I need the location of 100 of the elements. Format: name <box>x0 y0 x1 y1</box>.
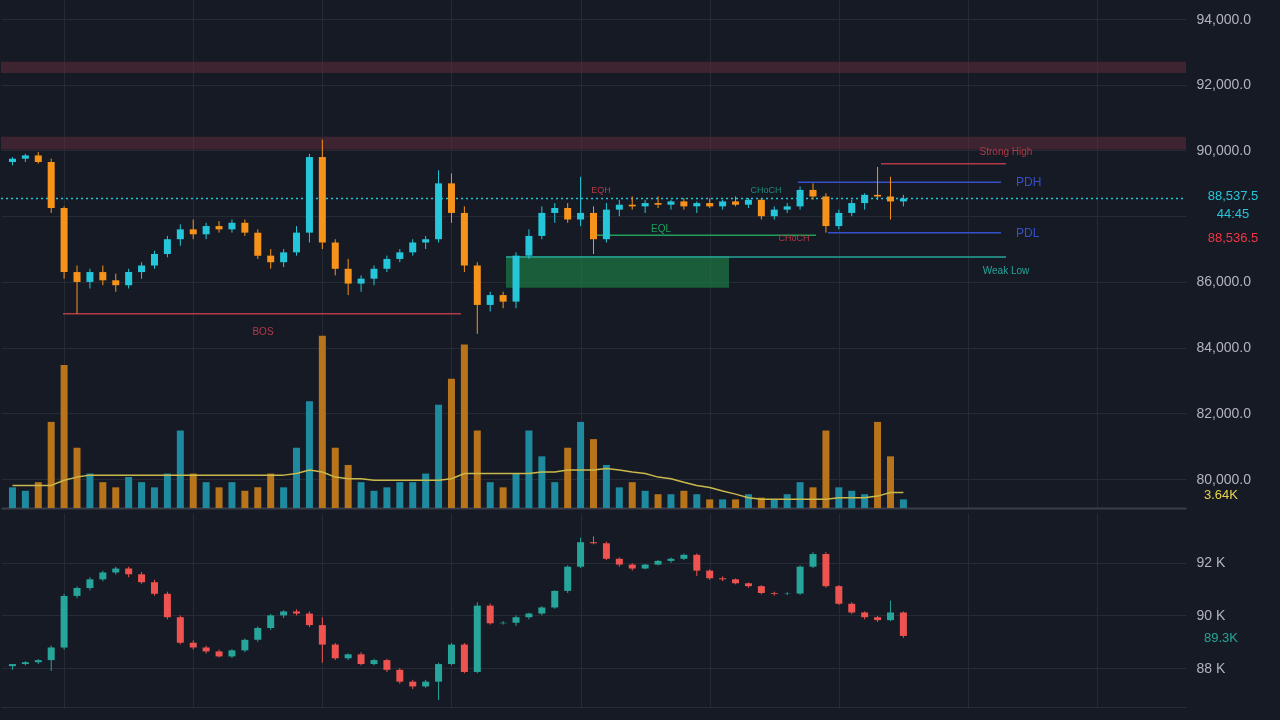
candlestick <box>150 250 158 270</box>
candlestick <box>564 202 572 224</box>
y-tick-label: 80,000.0 <box>1196 470 1252 487</box>
text: 88,537.5 <box>1207 188 1259 203</box>
candlestick <box>809 182 817 201</box>
ref-line-label: PDL <box>1016 225 1040 240</box>
bar <box>202 482 210 508</box>
bar <box>615 487 623 508</box>
bar <box>512 473 520 508</box>
candlestick <box>202 645 210 655</box>
candlestick <box>512 614 520 627</box>
bar <box>693 494 701 508</box>
bar <box>357 482 365 508</box>
bar <box>409 482 417 508</box>
y-tick-label: 82,000.0 <box>1196 404 1252 421</box>
bar <box>796 482 804 508</box>
bar <box>138 482 146 508</box>
bar <box>125 477 133 508</box>
annotation: EQH <box>591 185 611 195</box>
bar <box>835 487 843 508</box>
candlestick <box>899 610 907 639</box>
bar <box>848 490 856 508</box>
bar <box>331 447 339 508</box>
candlestick <box>654 196 662 209</box>
bar <box>822 430 830 508</box>
candlestick <box>835 584 843 606</box>
candlestick <box>176 223 184 247</box>
bar <box>112 487 120 508</box>
bar <box>344 464 352 508</box>
candlestick <box>202 222 210 240</box>
y-tick-label: 86,000.0 <box>1196 273 1252 290</box>
bar <box>809 487 817 508</box>
bar <box>577 421 585 508</box>
bar <box>460 344 468 508</box>
candlestick <box>357 274 365 293</box>
candlestick <box>602 541 610 561</box>
candlestick <box>215 220 223 234</box>
annotation: CHoCH <box>750 185 782 195</box>
candlestick <box>228 219 236 234</box>
candlestick <box>499 291 507 309</box>
y-tick-label: 92 K <box>1196 554 1226 571</box>
candlestick <box>254 228 262 260</box>
bar <box>241 490 249 508</box>
bar <box>86 473 94 508</box>
candlestick <box>886 600 894 622</box>
bar <box>318 335 326 508</box>
text: 3.64K <box>1204 487 1239 502</box>
text: 44:45 <box>1216 206 1250 221</box>
bar <box>8 487 16 508</box>
bar <box>189 473 197 508</box>
bar <box>886 456 894 508</box>
bar <box>525 430 533 508</box>
bar <box>538 456 546 508</box>
candlestick <box>447 642 455 666</box>
bar <box>654 494 662 508</box>
ref-line-label: Weak Low <box>982 264 1031 276</box>
bar <box>176 430 184 508</box>
bar <box>47 421 55 508</box>
candlestick <box>344 258 352 296</box>
bar <box>706 499 714 508</box>
bar <box>899 499 907 508</box>
candlestick <box>486 603 494 626</box>
bar <box>435 404 443 508</box>
candlestick <box>318 616 326 664</box>
bar <box>564 447 572 508</box>
bar <box>602 464 610 508</box>
ref-line-label: Strong High <box>979 145 1033 157</box>
bar <box>551 482 559 508</box>
candlestick <box>112 273 120 293</box>
candlestick <box>641 199 649 214</box>
bar <box>732 499 740 508</box>
candlestick <box>551 202 559 224</box>
candlestick <box>267 248 275 270</box>
bar <box>34 482 42 508</box>
bar <box>486 482 494 508</box>
y-tick-label: 84,000.0 <box>1196 339 1252 356</box>
bar <box>150 487 158 508</box>
bar <box>473 430 481 508</box>
bar <box>21 490 29 508</box>
bar <box>163 473 171 508</box>
text: 89.3K <box>1204 630 1239 645</box>
candlestick <box>163 235 171 258</box>
y-tick-label: 92,000.0 <box>1196 76 1252 93</box>
ref-line-label: BOS <box>252 325 274 337</box>
candlestick <box>886 176 894 220</box>
bar <box>254 487 262 508</box>
bar <box>396 482 404 508</box>
candlestick <box>486 291 494 312</box>
bar <box>783 494 791 508</box>
bar <box>73 447 81 508</box>
bar <box>60 365 68 508</box>
bar <box>874 421 882 508</box>
bar <box>641 490 649 508</box>
candlestick <box>189 219 197 240</box>
candlestick <box>525 228 533 260</box>
candlestick <box>125 268 133 289</box>
bar <box>293 447 301 508</box>
candlestick <box>293 225 301 257</box>
candlestick <box>538 205 546 240</box>
candlestick <box>757 197 765 220</box>
